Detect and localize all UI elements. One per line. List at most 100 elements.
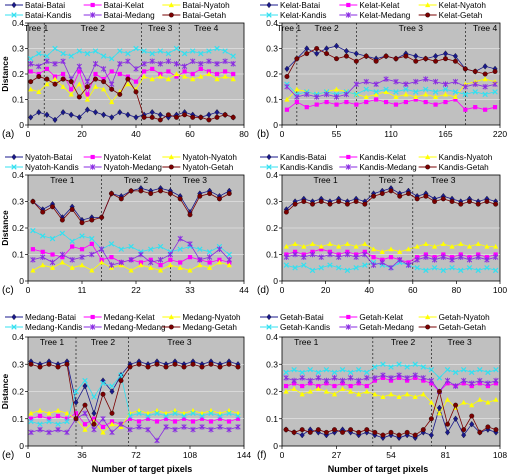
point-5-5-12 — [380, 432, 386, 438]
legend-label-4-2: Medang-Nyatoh — [182, 313, 241, 322]
point-5-5-4 — [315, 427, 321, 433]
point-4-3-18 — [190, 410, 196, 417]
series-line-1-4 — [286, 78, 496, 98]
point-0-5-18 — [174, 114, 179, 120]
point-3-2-23 — [484, 243, 490, 249]
point-4-5-12 — [136, 361, 142, 367]
point-0-2-0 — [28, 86, 34, 92]
xtick-label-0-3: 60 — [185, 129, 195, 139]
point-4-3-13 — [145, 413, 151, 419]
point-0-2-9 — [101, 86, 107, 92]
xtick-label-5-3: 81 — [441, 450, 451, 460]
point-2-5-14 — [167, 191, 173, 196]
point-5-5-24 — [477, 429, 483, 435]
point-0-4-3 — [52, 61, 58, 67]
point-3-5-8 — [353, 199, 359, 204]
point-5-5-23 — [469, 413, 475, 419]
point-5-5-11 — [372, 429, 378, 435]
point-3-5-2 — [301, 199, 307, 204]
point-0-5-15 — [149, 114, 155, 120]
ytick-label-2-1: 0.1 — [12, 250, 24, 260]
point-5-3-26 — [493, 366, 499, 373]
xtick-label-2-2: 22 — [131, 285, 141, 295]
point-0-2-8 — [92, 84, 99, 89]
point-5-5-14 — [396, 432, 402, 438]
legend-label-5-1: Getah-Kelat — [359, 313, 403, 322]
point-0-2-7 — [84, 96, 90, 102]
point-1-5-8 — [363, 53, 369, 59]
point-3-3-15 — [414, 265, 420, 271]
point-4-4-3 — [55, 426, 61, 433]
point-2-4-17 — [197, 257, 203, 263]
point-3-5-18 — [440, 196, 446, 202]
point-0-5-14 — [141, 114, 147, 120]
point-4-2-9 — [109, 421, 115, 427]
point-5-0-18 — [428, 431, 434, 439]
ytick-label-2-4: 0.4 — [12, 170, 24, 180]
point-0-4-16 — [157, 61, 163, 67]
point-0-2-16 — [157, 73, 163, 79]
point-0-5-22 — [206, 117, 212, 123]
point-3-5-6 — [336, 199, 342, 204]
legend-label-1-3: Kelat-Kandis — [280, 11, 326, 20]
legend-label-1-1: Kelat-Kelat — [359, 1, 400, 10]
ytick-label-0-4: 0.4 — [12, 18, 24, 28]
legend-3-0-marker — [266, 153, 272, 161]
point-3-2-18 — [440, 241, 446, 246]
series-0-5 — [28, 74, 236, 123]
ytick-label-1-0: 0 — [273, 120, 278, 130]
point-0-4-4 — [60, 58, 66, 65]
point-1-2-17 — [452, 94, 459, 100]
point-0-0-11 — [117, 109, 123, 116]
point-4-4-19 — [199, 424, 205, 430]
legend-label-2-1: Nyatoh-Kelat — [104, 153, 152, 162]
point-5-3-23 — [469, 369, 475, 376]
point-5-3-10 — [364, 369, 370, 376]
legend-label-2-5: Nyatoh-Getah — [182, 163, 233, 172]
point-0-4-15 — [149, 58, 155, 65]
point-1-5-11 — [393, 56, 399, 62]
point-0-2-3 — [52, 76, 58, 82]
point-0-5-13 — [133, 89, 139, 95]
ytick-label-2-0: 0 — [19, 276, 24, 286]
point-2-3-18 — [206, 249, 213, 255]
point-2-3-9 — [118, 246, 124, 252]
point-2-4-6 — [89, 251, 95, 258]
point-0-5-12 — [125, 76, 131, 82]
xtick-label-1-0: 0 — [280, 129, 285, 139]
point-1-5-4 — [324, 51, 330, 57]
point-5-5-1 — [291, 429, 297, 435]
point-0-4-11 — [117, 61, 123, 67]
point-5-4-13 — [388, 375, 394, 381]
point-3-3-24 — [492, 267, 499, 274]
ytick-label-4-0: 0 — [19, 441, 24, 451]
point-1-5-10 — [383, 53, 389, 59]
xtick-label-1-1: 55 — [332, 129, 342, 139]
ytick-label-0-1: 0.1 — [12, 95, 24, 105]
point-0-2-10 — [109, 99, 115, 105]
point-5-3-19 — [436, 375, 443, 381]
tree-label-1-0: Tree 1 — [277, 23, 302, 33]
point-5-2-26 — [493, 396, 499, 402]
point-4-3-11 — [127, 413, 133, 419]
point-3-5-22 — [475, 201, 481, 207]
point-0-3-7 — [84, 50, 91, 57]
legend-4-4-marker — [90, 324, 96, 330]
point-4-4-10 — [118, 421, 124, 427]
point-3-3-18 — [440, 267, 447, 274]
point-5-5-10 — [364, 427, 370, 433]
point-5-5-7 — [340, 429, 346, 435]
point-5-4-2 — [299, 375, 305, 381]
point-4-3-5 — [73, 388, 79, 395]
point-1-4-5 — [333, 94, 340, 100]
point-2-5-1 — [40, 209, 46, 215]
point-3-2-11 — [379, 249, 385, 254]
point-0-0-1 — [36, 109, 42, 116]
point-5-5-22 — [461, 427, 467, 433]
legend-label-3-4: Kandis-Medang — [359, 163, 417, 172]
point-0-2-2 — [44, 81, 50, 87]
point-3-5-0 — [283, 209, 289, 215]
point-3-3-17 — [431, 265, 438, 271]
point-4-4-12 — [136, 424, 142, 430]
